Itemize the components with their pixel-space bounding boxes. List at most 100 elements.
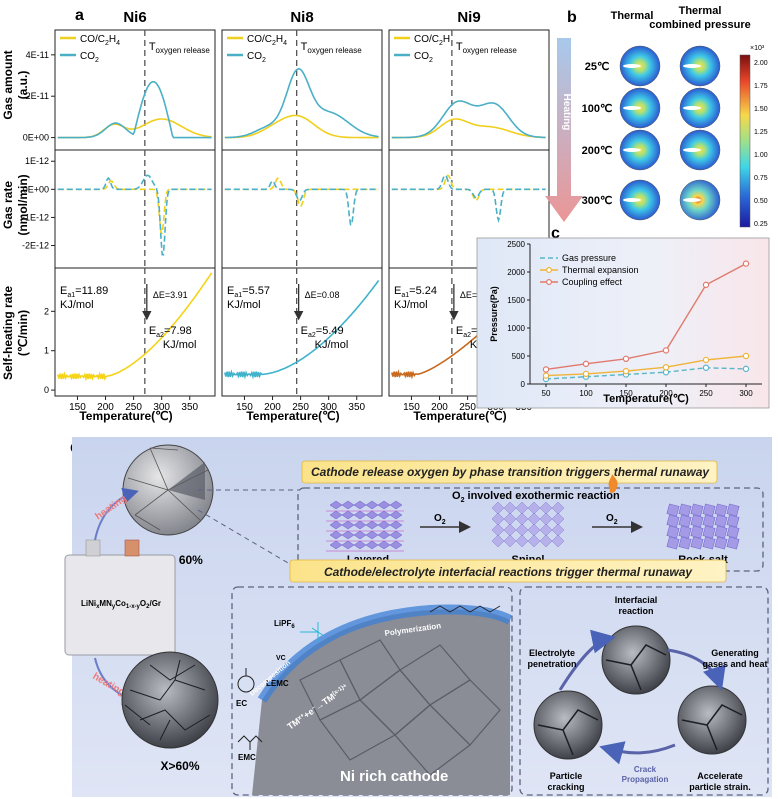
c-y-tick: 2500: [507, 240, 525, 249]
legend-marker: [545, 279, 552, 286]
crack-tip: [623, 106, 641, 110]
temp-label: 100℃: [582, 103, 613, 115]
series-point: [702, 364, 710, 371]
co2-rate-curve: [57, 174, 212, 256]
col-combined-1: Thermal: [679, 5, 722, 17]
series-point: [742, 260, 750, 267]
t-oxygen-label: Toxygen release: [456, 41, 518, 55]
self-heating-curve: [57, 272, 213, 382]
x-tick-label: 350: [348, 402, 365, 413]
cycle-arrow-2: [667, 648, 726, 691]
cycle-interfacial-1: Interfacial: [615, 595, 658, 605]
colorbar-tick: 2.00: [754, 60, 768, 67]
delta-e-label: ΔE=0.08: [305, 290, 340, 300]
crack-tip: [623, 64, 641, 68]
svg-text:(℃/min): (℃/min): [16, 310, 30, 356]
panel-label-c: c: [551, 225, 560, 242]
series-point: [582, 360, 590, 368]
series-point: [662, 369, 670, 376]
colorbar-tick: 1.50: [754, 106, 768, 113]
ea2-unit: KJ/mol: [315, 339, 349, 351]
legend-co2-label: CO2: [247, 51, 266, 64]
legend-label: Coupling effect: [562, 277, 622, 287]
colorbar-tick: 0.50: [754, 198, 768, 205]
crack-tip: [623, 148, 641, 152]
battery-terminal-neg: [85, 539, 101, 557]
c-y-tick: 0: [521, 380, 526, 389]
y-tick-label: 2: [44, 306, 49, 316]
ea1-unit: KJ/mol: [394, 299, 428, 311]
cycle-arrow-1: [558, 629, 616, 691]
svg-text:Gas rate: Gas rate: [1, 181, 15, 229]
subplot-frame: [221, 149, 383, 269]
sample-title-ni6: Ni6: [123, 9, 146, 26]
ea2-unit: KJ/mol: [163, 339, 197, 351]
cycle-electrolyte-1: Electrolyte: [529, 648, 575, 658]
series-point: [542, 372, 550, 379]
co-rate-curve: [224, 177, 379, 207]
crack-tip: [683, 106, 701, 110]
legend-co-label: CO/C2H: [414, 34, 450, 47]
x-tick-label: 200: [431, 402, 448, 413]
heating-label: Heating: [561, 94, 572, 131]
cycle-particle-1: Particle: [550, 771, 583, 781]
series-line-1: [545, 355, 747, 377]
sample-title-ni9: Ni9: [457, 9, 480, 26]
ea1-unit: KJ/mol: [60, 299, 94, 311]
x-tick-label: 350: [181, 402, 198, 413]
pf-molecule: [300, 622, 325, 642]
y-tick-label: 0: [44, 385, 49, 395]
crack-tip: [683, 64, 701, 68]
xlabel-ni9: Temperature(℃): [413, 409, 506, 423]
panel-c-background: [476, 237, 770, 409]
series-point: [742, 365, 750, 373]
colorbar: [739, 54, 751, 228]
emc-molecule: [237, 735, 263, 750]
x-tick-label: 200: [264, 402, 281, 413]
ea2-label: Ea2=7.98: [149, 325, 192, 339]
y-tick-label: 0E+00: [23, 184, 49, 194]
series-point: [622, 367, 630, 375]
colorbar-exponent: ×10³: [750, 45, 765, 52]
ea1-label: Ea1=11.89: [60, 285, 108, 299]
y-tick-label: 1E-12: [25, 156, 49, 166]
o2-label-1: O2: [434, 513, 446, 526]
co-amount-curve: [224, 114, 379, 139]
crack-tip: [683, 148, 701, 152]
o2-reaction-text: O2 involved exothermic reaction: [452, 490, 620, 504]
x-tick-label: 200: [97, 402, 114, 413]
ylabel-gas-amount: Gas amount (a.u.): [1, 50, 30, 119]
t-oxygen-label: Toxygen release: [301, 41, 363, 55]
x-gt-label: X>60%: [160, 759, 199, 773]
crack-tip: [683, 198, 701, 202]
colorbar-tick: 1.75: [754, 83, 768, 90]
temp-label: 200℃: [582, 145, 613, 157]
cycle-generating-1: Generating: [711, 648, 759, 658]
c-x-tick: 100: [579, 389, 593, 398]
legend-label: Thermal expansion: [562, 265, 639, 275]
crack-tip: [623, 198, 641, 202]
colorbar-tick: 1.25: [754, 129, 768, 136]
c-y-tick: 2000: [507, 268, 525, 277]
ea1-label: Ea1=5.57: [227, 285, 270, 299]
banner-phase-text: Cathode release oxygen by phase transiti…: [311, 465, 710, 479]
temp-label: 300℃: [582, 195, 613, 207]
legend-label: Gas pressure: [562, 253, 616, 263]
series-point: [702, 356, 710, 364]
heating-arrow: [545, 38, 583, 222]
c-y-tick: 1000: [507, 324, 525, 333]
flame-icon: [608, 474, 618, 493]
c-x-tick: 300: [739, 389, 753, 398]
series-point: [582, 370, 590, 378]
temp-label: 25℃: [585, 61, 610, 73]
c-x-tick: 250: [699, 389, 713, 398]
ea2-label: Ea2=5.49: [301, 325, 344, 339]
svg-text:Self-heating rate: Self-heating rate: [1, 286, 15, 380]
x-tick-label: 250: [292, 402, 309, 413]
cycle-generating-2: gases and heat: [702, 659, 767, 669]
colorbar-tick: 1.00: [754, 152, 768, 159]
c-x-tick: 150: [619, 389, 633, 398]
panel-label-b: b: [567, 9, 577, 26]
colorbar-tick: 0.75: [754, 175, 768, 182]
panel-b: Thermal Thermal combined pressure Heatin…: [545, 5, 768, 228]
